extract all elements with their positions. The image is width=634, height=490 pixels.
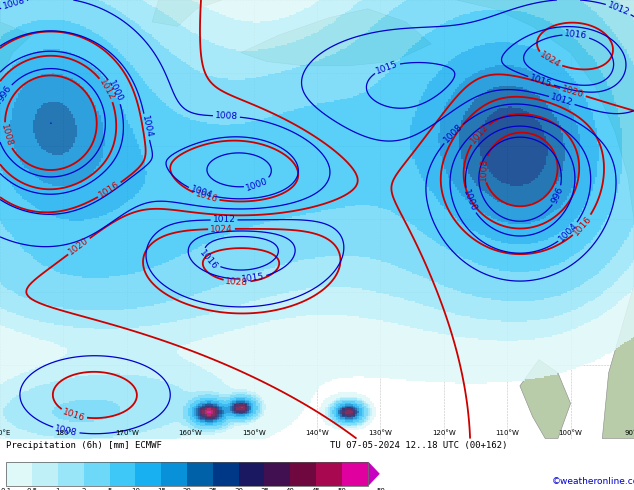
- Text: 0.5: 0.5: [27, 488, 37, 490]
- Text: 1000: 1000: [106, 79, 124, 104]
- Bar: [136, 462, 161, 486]
- Text: 1012: 1012: [606, 0, 631, 17]
- Text: 1008: 1008: [54, 424, 79, 438]
- Text: 1012: 1012: [98, 77, 117, 102]
- Text: 90°W: 90°W: [624, 430, 634, 437]
- Text: 110°W: 110°W: [495, 430, 519, 437]
- Text: 100°W: 100°W: [559, 430, 583, 437]
- Bar: [110, 462, 136, 486]
- Text: 1004: 1004: [557, 221, 579, 244]
- Text: 1016: 1016: [198, 248, 220, 271]
- Bar: [187, 462, 213, 486]
- Polygon shape: [456, 0, 634, 439]
- Text: 1012: 1012: [469, 122, 490, 146]
- Text: 1012: 1012: [550, 93, 574, 108]
- Text: 45: 45: [312, 488, 320, 490]
- Text: 1: 1: [56, 488, 60, 490]
- Bar: [264, 462, 290, 486]
- Text: 120°W: 120°W: [432, 430, 456, 437]
- Text: 50: 50: [377, 488, 385, 490]
- Text: 5: 5: [107, 488, 112, 490]
- Text: 1000: 1000: [245, 176, 269, 193]
- Text: 1015: 1015: [241, 272, 265, 284]
- Text: 1028: 1028: [225, 277, 249, 287]
- Text: 10: 10: [131, 488, 140, 490]
- Bar: [290, 462, 316, 486]
- Text: 30: 30: [234, 488, 243, 490]
- Text: 50: 50: [337, 488, 346, 490]
- Bar: [32, 462, 58, 486]
- Text: 150°W: 150°W: [242, 430, 266, 437]
- Polygon shape: [152, 0, 222, 26]
- Text: 170°W: 170°W: [115, 430, 139, 437]
- Bar: [6, 462, 368, 486]
- Text: 140°W: 140°W: [305, 430, 329, 437]
- Text: 1016: 1016: [98, 180, 122, 200]
- Text: 1004: 1004: [189, 185, 214, 201]
- Text: 170°E: 170°E: [0, 430, 11, 437]
- Text: 1016: 1016: [564, 29, 588, 41]
- Text: 35: 35: [260, 488, 269, 490]
- Text: 40: 40: [286, 488, 295, 490]
- Bar: [161, 462, 187, 486]
- Text: ©weatheronline.co.uk: ©weatheronline.co.uk: [552, 477, 634, 486]
- Text: 1008: 1008: [442, 122, 465, 145]
- Bar: [84, 462, 110, 486]
- Text: 1016: 1016: [194, 190, 219, 204]
- Text: 1000: 1000: [461, 189, 478, 213]
- Text: 20: 20: [183, 488, 191, 490]
- Text: 1015: 1015: [375, 59, 399, 75]
- Text: 1008: 1008: [0, 123, 14, 148]
- Text: 1016: 1016: [61, 407, 86, 423]
- Text: 996: 996: [0, 84, 14, 103]
- Text: 1024: 1024: [538, 50, 562, 70]
- Text: 160°W: 160°W: [178, 430, 202, 437]
- Bar: [316, 462, 342, 486]
- Text: 1016: 1016: [571, 214, 593, 237]
- Polygon shape: [241, 9, 431, 66]
- FancyArrow shape: [368, 462, 380, 486]
- Text: 2: 2: [82, 488, 86, 490]
- Text: 180°: 180°: [55, 430, 72, 437]
- Text: 130°W: 130°W: [368, 430, 392, 437]
- Text: Precipitation (6h) [mm] ECMWF: Precipitation (6h) [mm] ECMWF: [6, 441, 162, 450]
- Bar: [238, 462, 264, 486]
- Bar: [213, 462, 238, 486]
- Text: TU 07-05-2024 12..18 UTC (00+162): TU 07-05-2024 12..18 UTC (00+162): [330, 441, 507, 450]
- Text: 1015: 1015: [529, 73, 553, 89]
- Bar: [342, 462, 368, 486]
- Text: 1008: 1008: [1, 0, 26, 11]
- Bar: [58, 462, 84, 486]
- Text: 1020: 1020: [560, 85, 585, 100]
- Text: 1012: 1012: [212, 216, 235, 224]
- Polygon shape: [520, 360, 571, 439]
- Text: 1020: 1020: [67, 236, 91, 257]
- Text: 25: 25: [209, 488, 217, 490]
- Text: 1008: 1008: [215, 111, 238, 122]
- Bar: [6, 462, 32, 486]
- Text: 1004: 1004: [140, 115, 153, 139]
- Text: 1008: 1008: [479, 157, 489, 181]
- Text: 0.1: 0.1: [1, 488, 12, 490]
- Text: 1024: 1024: [210, 224, 233, 234]
- Text: 15: 15: [157, 488, 165, 490]
- Polygon shape: [0, 0, 32, 88]
- Text: 996: 996: [550, 186, 565, 205]
